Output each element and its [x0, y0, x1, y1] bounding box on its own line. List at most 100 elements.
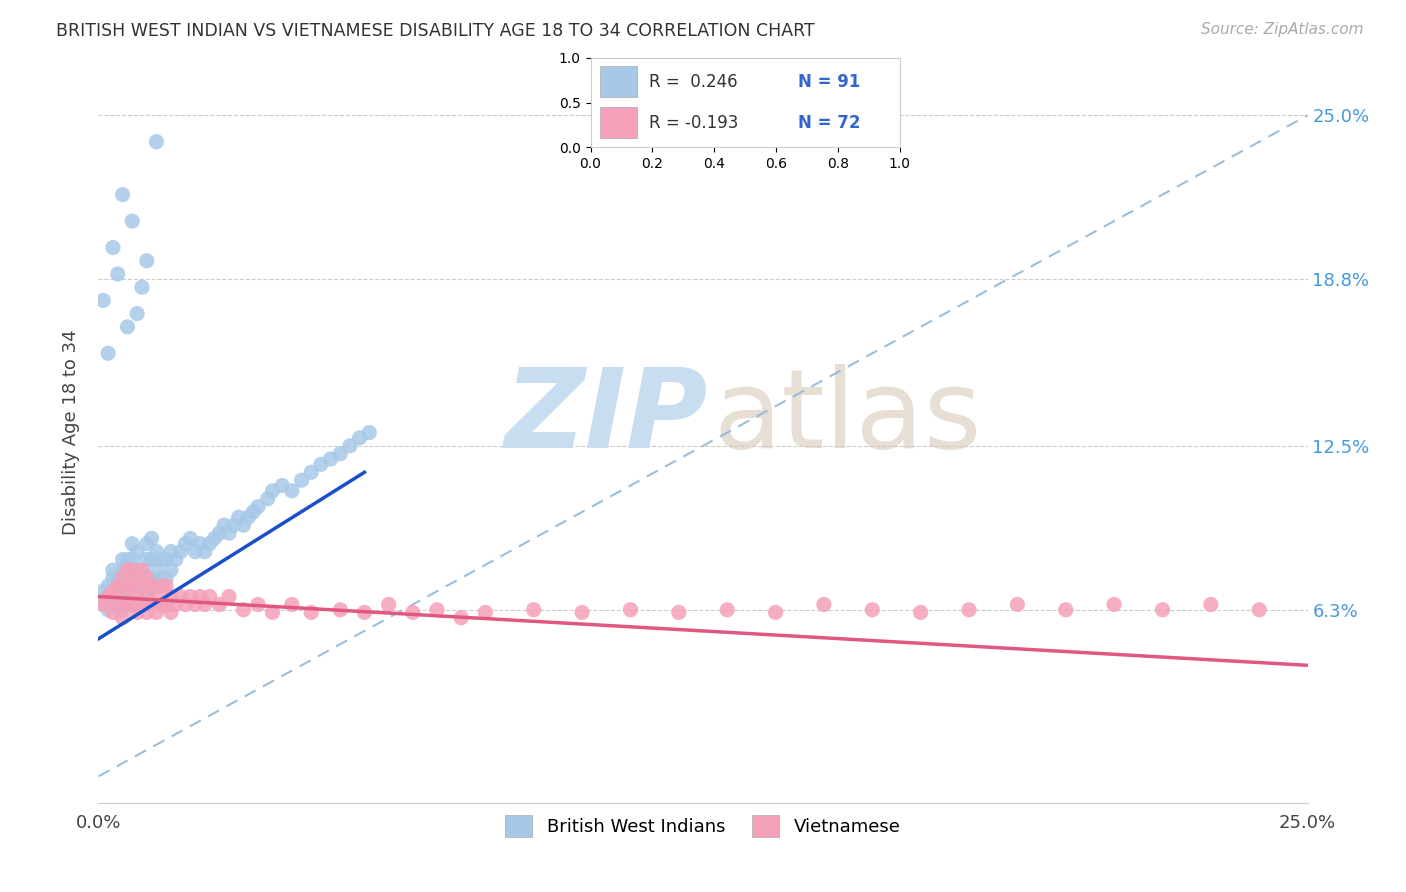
Point: [117, 598, 139, 612]
Point: [523, 603, 546, 617]
Point: [474, 606, 496, 620]
Point: [1054, 603, 1077, 617]
Point: [1102, 598, 1125, 612]
Point: [668, 606, 690, 620]
Point: [169, 544, 191, 558]
Point: [232, 603, 254, 617]
Point: [117, 579, 139, 593]
Point: [242, 505, 264, 519]
Point: [127, 598, 149, 612]
Point: [121, 552, 143, 566]
Point: [117, 552, 139, 566]
Point: [165, 598, 187, 612]
Point: [111, 590, 134, 604]
Point: [174, 598, 197, 612]
Point: [135, 571, 157, 585]
Point: [135, 606, 157, 620]
Point: [290, 473, 312, 487]
Point: [174, 536, 197, 550]
Point: [101, 563, 124, 577]
Point: [169, 590, 191, 604]
Point: [135, 253, 157, 268]
Point: [117, 563, 139, 577]
Point: [127, 563, 149, 577]
Point: [97, 590, 120, 604]
Point: [194, 544, 217, 558]
Point: [131, 579, 153, 593]
Point: [97, 579, 120, 593]
Point: [426, 603, 449, 617]
Point: [198, 536, 221, 550]
Point: [111, 571, 134, 585]
Point: [184, 544, 207, 558]
Point: [91, 293, 114, 308]
Point: [160, 563, 183, 577]
Point: [141, 532, 163, 546]
Point: [262, 483, 284, 498]
Point: [145, 135, 167, 149]
Point: [571, 606, 593, 620]
Point: [135, 590, 157, 604]
Point: [101, 584, 124, 599]
Point: [117, 563, 139, 577]
Point: [353, 606, 375, 620]
Point: [127, 579, 149, 593]
Point: [117, 571, 139, 585]
Point: [145, 563, 167, 577]
Point: [121, 214, 143, 228]
Point: [1007, 598, 1029, 612]
Point: [1249, 603, 1271, 617]
Point: [101, 240, 124, 255]
Point: [127, 544, 149, 558]
Point: [179, 532, 201, 546]
Point: [194, 598, 217, 612]
Point: [160, 606, 183, 620]
Point: [121, 563, 143, 577]
Point: [329, 447, 352, 461]
Point: [107, 571, 129, 585]
Point: [117, 598, 139, 612]
Point: [910, 606, 932, 620]
Point: [111, 590, 134, 604]
Point: [121, 590, 143, 604]
Point: [179, 590, 201, 604]
Text: R =  0.246: R = 0.246: [650, 72, 738, 91]
Point: [228, 510, 250, 524]
Point: [813, 598, 835, 612]
Point: [111, 552, 134, 566]
Point: [127, 571, 149, 585]
Point: [208, 598, 231, 612]
Bar: [600, 66, 637, 97]
Point: [97, 603, 120, 617]
Point: [107, 590, 129, 604]
Point: [135, 536, 157, 550]
Point: [232, 518, 254, 533]
Point: [91, 598, 114, 612]
Point: [716, 603, 738, 617]
Point: [204, 532, 226, 546]
Point: [150, 598, 173, 612]
Point: [256, 491, 278, 506]
Point: [97, 590, 120, 604]
Point: [145, 606, 167, 620]
Point: [262, 606, 284, 620]
Text: Source: ZipAtlas.com: Source: ZipAtlas.com: [1201, 22, 1364, 37]
Point: [329, 603, 352, 617]
Text: R = -0.193: R = -0.193: [650, 113, 738, 132]
Point: [141, 579, 163, 593]
Point: [111, 611, 134, 625]
Point: [107, 267, 129, 281]
Point: [150, 579, 173, 593]
Point: [218, 590, 240, 604]
Point: [165, 552, 187, 566]
Point: [349, 431, 371, 445]
Point: [309, 458, 332, 472]
Point: [127, 606, 149, 620]
Point: [184, 598, 207, 612]
Text: N = 91: N = 91: [797, 72, 860, 91]
Point: [101, 598, 124, 612]
Point: [222, 518, 245, 533]
Point: [271, 478, 294, 492]
Point: [1199, 598, 1222, 612]
Point: [281, 598, 304, 612]
